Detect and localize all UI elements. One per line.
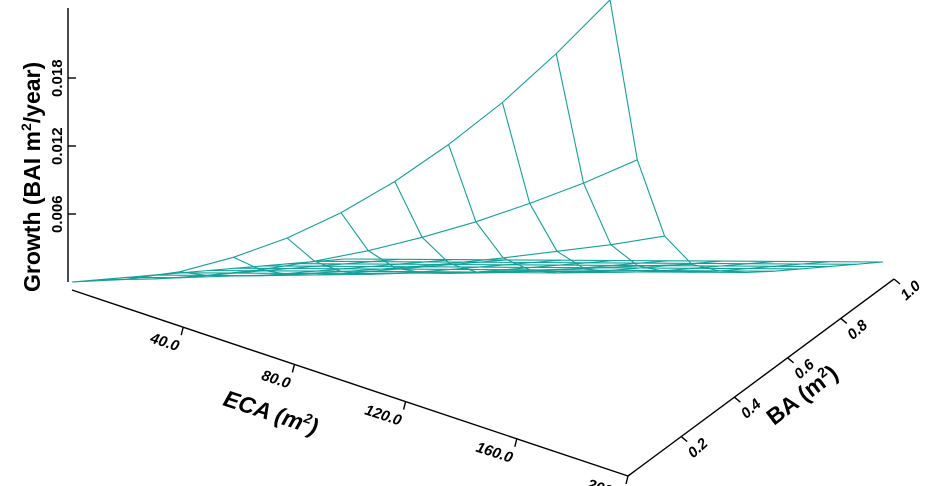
x-tick-4: [625, 475, 629, 485]
x-tick-label-3: 160.0: [474, 439, 516, 467]
mesh-line-x-3: [233, 256, 507, 276]
x-axis-line: [71, 289, 629, 477]
z-axis-title: Growth (BAI m2/year): [18, 62, 45, 292]
y-axis-ticks: 0.20.40.60.81.0: [680, 277, 925, 462]
y-tick-label-0: 0.2: [685, 435, 712, 462]
axes: [67, 8, 895, 477]
mesh-line-x-9: [555, 53, 830, 273]
mesh-line-x-4: [286, 237, 561, 275]
mesh-line-x-8: [501, 102, 776, 273]
y-tick-1: [733, 396, 741, 403]
x-tick-label-0: 40.0: [147, 330, 182, 356]
y-tick-4: [893, 278, 901, 285]
mesh-line-y-0: [71, 0, 611, 283]
x-tick-2: [402, 401, 407, 410]
x-tick-label-1: 80.0: [259, 367, 293, 392]
x-axis-title: ECA (m2): [220, 384, 321, 440]
y-tick-label-3: 0.8: [844, 316, 871, 343]
x-tick-3: [514, 438, 518, 447]
surface-mesh: [71, 0, 884, 283]
mesh-line-x-1: [125, 258, 399, 280]
z-tick-label-1: 0.012: [49, 127, 66, 165]
x-axis-ticks: 40.0 80.0 120.0 160.0 200.0: [147, 327, 629, 486]
x-tick-label-4: 200.0: [584, 476, 627, 486]
z-tick-label-2: 0.018: [49, 59, 66, 97]
y-tick-label-4: 1.0: [897, 277, 924, 304]
y-tick-0: [680, 436, 688, 443]
x-tick-1: [291, 364, 296, 373]
y-axis-line: [627, 278, 895, 477]
y-tick-2: [787, 357, 795, 364]
mesh-line-x-7: [448, 144, 722, 274]
x-tick-label-2: 120.0: [363, 402, 405, 430]
mesh-line-x-2: [179, 259, 453, 277]
y-tick-3: [840, 317, 848, 324]
z-axis-ticks: 0.006 0.012 0.018: [49, 59, 76, 233]
mesh-line-x-0: [71, 258, 346, 283]
x-tick-0: [180, 327, 184, 336]
z-tick-label-0: 0.006: [49, 195, 66, 233]
mesh-line-x-6: [394, 181, 668, 274]
mesh-line-x-10: [609, 0, 884, 274]
